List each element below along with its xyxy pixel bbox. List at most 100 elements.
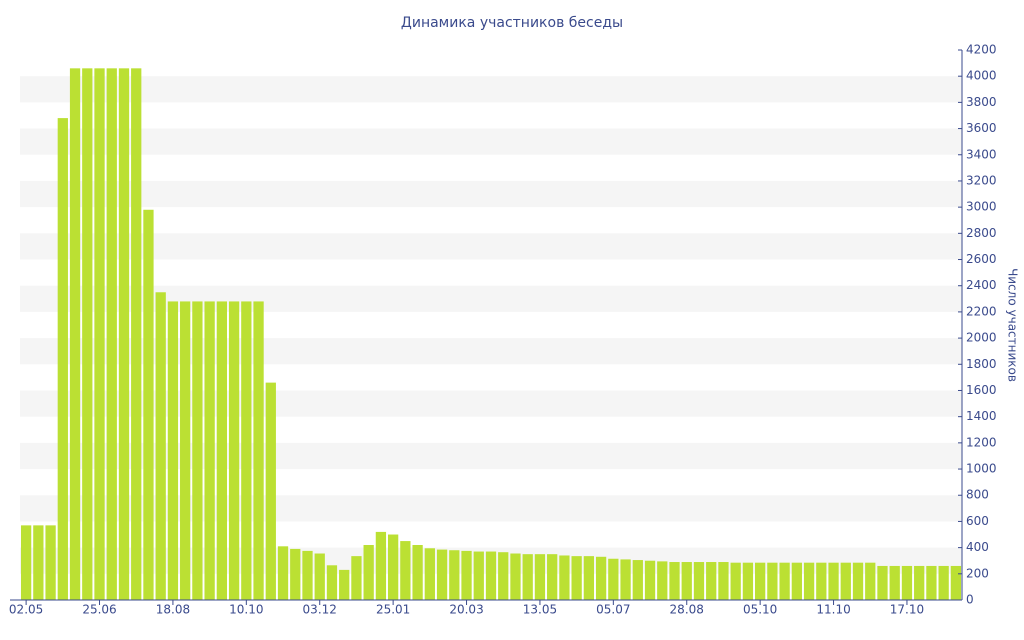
y-tick-label: 600: [966, 514, 989, 528]
x-tick-label: 17.10: [890, 603, 924, 617]
bar: [118, 68, 130, 601]
x-tick-label: 02.05: [9, 603, 43, 617]
bar: [669, 562, 680, 600]
bar: [828, 562, 839, 600]
y-axis-title: Число участников: [1006, 268, 1020, 382]
bar: [779, 562, 790, 600]
bar: [473, 551, 484, 600]
x-tick-label: 13.05: [523, 603, 557, 617]
bar: [767, 562, 778, 600]
bar: [681, 562, 692, 600]
bar: [914, 565, 925, 600]
bar: [755, 562, 766, 600]
bar: [559, 555, 570, 600]
y-tick-label: 1000: [966, 462, 997, 476]
bar: [253, 301, 264, 600]
bar: [865, 562, 876, 600]
bar: [45, 525, 56, 600]
bar: [302, 550, 313, 600]
y-tick-label: 2000: [966, 331, 997, 345]
bar: [351, 556, 362, 600]
bar: [644, 560, 656, 600]
bar: [314, 553, 325, 600]
y-tick-label: 1400: [966, 409, 997, 423]
bar: [730, 562, 741, 600]
bar: [20, 525, 32, 600]
x-tick-label: 03.12: [303, 603, 337, 617]
y-tick-label: 1600: [966, 383, 997, 397]
bar: [926, 565, 937, 600]
y-tick-label: 200: [966, 566, 989, 580]
y-tick-label: 800: [966, 488, 989, 502]
bar: [277, 546, 289, 600]
bar: [877, 565, 888, 600]
bar: [339, 569, 350, 600]
bar: [436, 549, 448, 600]
chart-title: Динамика участников беседы: [401, 15, 623, 31]
bar: [571, 556, 582, 600]
bar: [608, 558, 619, 600]
bar: [583, 556, 595, 600]
bar: [204, 301, 215, 600]
bar: [803, 562, 815, 600]
bar: [424, 548, 435, 600]
bar: [791, 562, 802, 600]
grid-band: [20, 128, 962, 155]
bar: [816, 562, 827, 600]
y-tick-label: 2600: [966, 252, 997, 266]
x-tick-label: 10.10: [229, 603, 263, 617]
bar: [57, 118, 68, 600]
y-tick-label: 1800: [966, 357, 997, 371]
bar: [228, 301, 240, 600]
bar: [106, 68, 117, 601]
bar: [387, 534, 399, 600]
bar: [620, 559, 631, 600]
x-tick-label: 05.10: [743, 603, 777, 617]
bar: [375, 531, 387, 600]
bar: [840, 562, 851, 600]
bar: [718, 562, 729, 600]
bar: [143, 209, 154, 600]
y-tick-label: 0: [966, 593, 974, 607]
bar: [412, 545, 423, 600]
bar: [938, 565, 949, 600]
bar: [265, 382, 276, 600]
bar: [889, 565, 900, 600]
bar: [192, 301, 203, 600]
bar: [167, 301, 179, 600]
bar: [461, 550, 472, 600]
x-tick-label: 25.01: [376, 603, 410, 617]
bar: [33, 525, 44, 600]
bar: [522, 554, 533, 600]
bar: [449, 550, 460, 600]
bar: [547, 554, 558, 600]
y-tick-label: 3800: [966, 95, 997, 109]
bar: [498, 552, 509, 600]
y-tick-label: 400: [966, 540, 989, 554]
y-tick-label: 3600: [966, 121, 997, 135]
bar: [950, 565, 962, 600]
bar: [400, 541, 411, 600]
grid-band: [20, 233, 962, 260]
bar: [657, 561, 668, 600]
grid-band: [20, 180, 962, 208]
y-tick-label: 1200: [966, 435, 997, 449]
y-tick-label: 3400: [966, 147, 997, 161]
bar: [131, 68, 142, 601]
x-tick-label: 25.06: [82, 603, 116, 617]
bar: [706, 562, 717, 600]
bar: [534, 554, 546, 600]
y-tick-label: 2800: [966, 226, 997, 240]
y-tick-label: 4000: [966, 69, 997, 83]
bar: [485, 551, 497, 600]
bar: [290, 548, 301, 600]
y-tick-label: 2400: [966, 278, 997, 292]
bar: [82, 68, 93, 601]
y-tick-label: 2200: [966, 304, 997, 318]
x-tick-label: 20.03: [449, 603, 483, 617]
bar: [180, 301, 191, 600]
bar: [852, 562, 864, 600]
x-tick-label: 11.10: [816, 603, 850, 617]
